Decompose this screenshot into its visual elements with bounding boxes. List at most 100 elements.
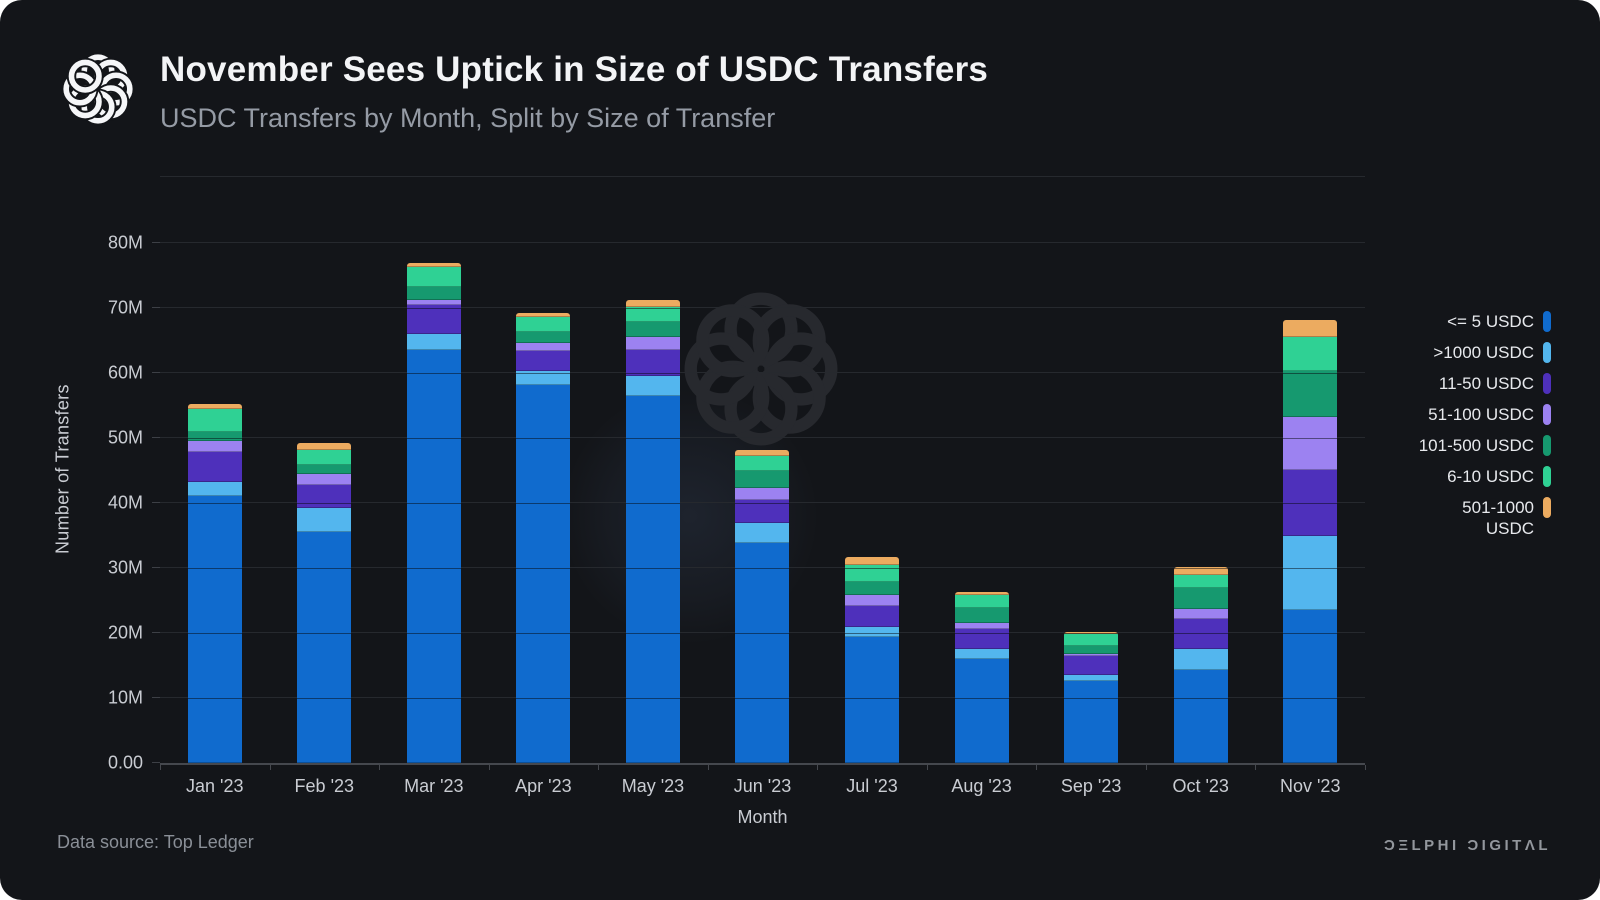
bar-segment-51-100-usdc[interactable] [1283, 417, 1338, 470]
x-tick-label-feb-23: Feb '23 [294, 776, 355, 796]
bar-segment-11-50-usdc[interactable] [187, 452, 242, 483]
bar-segment-11-50-usdc[interactable] [954, 629, 1009, 649]
stacked-bar-jun-23[interactable] [735, 449, 790, 763]
bar-segment-51-100-usdc[interactable] [735, 488, 790, 500]
bar-segment-1000-usdc[interactable] [954, 648, 1009, 659]
bar-segment-51-100-usdc[interactable] [954, 623, 1009, 630]
bar-segment-5-usdc[interactable] [1283, 610, 1338, 763]
bar-segment-6-10-usdc[interactable] [1064, 633, 1119, 647]
bar-segment-51-100-usdc[interactable] [845, 594, 900, 606]
bar-segment-501-1000-usdc[interactable] [297, 442, 352, 451]
bar-segment-1000-usdc[interactable] [735, 523, 790, 544]
bar-segment-1000-usdc[interactable] [845, 627, 900, 637]
stacked-bar-mar-23[interactable] [406, 262, 461, 763]
bar-segment-101-500-usdc[interactable] [1064, 646, 1119, 654]
bar-segment-6-10-usdc[interactable] [406, 267, 461, 287]
bar-segment-1000-usdc[interactable] [516, 371, 571, 385]
stacked-bar-jul-23[interactable] [845, 556, 900, 763]
bar-segment-101-500-usdc[interactable] [406, 286, 461, 301]
bar-segment-51-100-usdc[interactable] [187, 440, 242, 453]
bar-segment-1000-usdc[interactable] [297, 508, 352, 533]
bar-segment-501-1000-usdc[interactable] [845, 556, 900, 565]
bar-segment-5-usdc[interactable] [516, 384, 571, 763]
bar-segment-5-usdc[interactable] [1173, 670, 1228, 763]
bar-segment-5-usdc[interactable] [954, 659, 1009, 763]
bar-segment-51-100-usdc[interactable] [297, 474, 352, 486]
stacked-bar-apr-23[interactable] [516, 312, 571, 763]
bar-segment-101-500-usdc[interactable] [516, 332, 571, 344]
bar-segment-501-1000-usdc[interactable] [187, 404, 242, 409]
bar-segment-51-100-usdc[interactable] [1064, 653, 1119, 657]
bar-segment-5-usdc[interactable] [625, 395, 680, 763]
bar-segment-11-50-usdc[interactable] [406, 305, 461, 334]
stacked-bar-oct-23[interactable] [1173, 567, 1228, 763]
bar-segment-6-10-usdc[interactable] [1173, 575, 1228, 589]
bar-segment-501-1000-usdc[interactable] [1173, 567, 1228, 576]
x-axis-tick [598, 765, 600, 770]
bar-segment-1000-usdc[interactable] [1173, 649, 1228, 671]
bar-segment-51-100-usdc[interactable] [406, 300, 461, 306]
bar-segment-501-1000-usdc[interactable] [516, 312, 571, 318]
stacked-bar-feb-23[interactable] [297, 442, 352, 763]
legend-item-501-1000-usdc[interactable]: 501-1000 USDC [1438, 497, 1551, 539]
bar-segment-1000-usdc[interactable] [625, 376, 680, 396]
bar-segment-51-100-usdc[interactable] [1173, 608, 1228, 619]
x-axis-tick [1145, 765, 1147, 770]
bar-segment-5-usdc[interactable] [1064, 681, 1119, 763]
bar-segment-1000-usdc[interactable] [406, 334, 461, 351]
bar-segment-501-1000-usdc[interactable] [1064, 632, 1119, 634]
stacked-bar-jan-23[interactable] [187, 404, 242, 763]
bar-segment-101-500-usdc[interactable] [845, 582, 900, 595]
bar-segment-101-500-usdc[interactable] [735, 471, 790, 489]
bar-segment-6-10-usdc[interactable] [297, 450, 352, 465]
bar-segment-1000-usdc[interactable] [1283, 536, 1338, 611]
bar-segment-11-50-usdc[interactable] [516, 350, 571, 372]
stacked-bar-aug-23[interactable] [954, 592, 1009, 763]
bar-segment-5-usdc[interactable] [187, 495, 242, 763]
bar-segment-101-500-usdc[interactable] [1283, 371, 1338, 418]
bar-segment-6-10-usdc[interactable] [516, 317, 571, 333]
bar-segment-1000-usdc[interactable] [1064, 675, 1119, 682]
legend-item-51-100-usdc[interactable]: 51-100 USDC [1428, 404, 1551, 425]
bar-segment-5-usdc[interactable] [297, 532, 352, 763]
bar-segment-101-500-usdc[interactable] [297, 464, 352, 475]
legend-item-6-10-usdc[interactable]: 6-10 USDC [1447, 466, 1551, 487]
bar-segment-501-1000-usdc[interactable] [735, 449, 790, 457]
stacked-bar-may-23[interactable] [625, 299, 680, 763]
bar-segment-101-500-usdc[interactable] [187, 431, 242, 441]
bar-segment-11-50-usdc[interactable] [1064, 656, 1119, 676]
legend-item-11-50-usdc[interactable]: 11-50 USDC [1439, 373, 1551, 394]
legend-item-5-usdc[interactable]: <= 5 USDC [1447, 311, 1551, 332]
bar-segment-5-usdc[interactable] [735, 543, 790, 763]
bar-segment-1000-usdc[interactable] [187, 482, 242, 496]
legend-item-1000-usdc[interactable]: >1000 USDC [1433, 342, 1551, 363]
bar-segment-11-50-usdc[interactable] [845, 605, 900, 628]
bar-segment-6-10-usdc[interactable] [625, 306, 680, 323]
legend: <= 5 USDC >1000 USDC 11-50 USDC 51-100 USDC… [1419, 311, 1551, 539]
bar-segment-6-10-usdc[interactable] [1283, 336, 1338, 372]
bar-segment-101-500-usdc[interactable] [954, 608, 1009, 624]
bar-segment-6-10-usdc[interactable] [187, 408, 242, 432]
bar-segment-11-50-usdc[interactable] [297, 485, 352, 509]
stacked-bar-sep-23[interactable] [1064, 632, 1119, 763]
bar-segment-51-100-usdc[interactable] [625, 337, 680, 351]
bar-segment-11-50-usdc[interactable] [1283, 469, 1338, 537]
bar-segment-101-500-usdc[interactable] [625, 322, 680, 338]
bar-segment-101-500-usdc[interactable] [1173, 588, 1228, 609]
legend-item-101-500-usdc[interactable]: 101-500 USDC [1419, 435, 1551, 456]
bar-segment-501-1000-usdc[interactable] [954, 592, 1009, 595]
bar-segment-6-10-usdc[interactable] [845, 564, 900, 583]
bar-segment-11-50-usdc[interactable] [735, 499, 790, 524]
bar-segment-501-1000-usdc[interactable] [406, 262, 461, 268]
bar-segment-501-1000-usdc[interactable] [625, 299, 680, 307]
bar-segment-11-50-usdc[interactable] [1173, 618, 1228, 650]
bar-segment-5-usdc[interactable] [845, 636, 900, 763]
bar-segment-5-usdc[interactable] [406, 350, 461, 763]
bar-segment-11-50-usdc[interactable] [625, 350, 680, 377]
bar-segment-6-10-usdc[interactable] [954, 594, 1009, 609]
bar-segment-51-100-usdc[interactable] [516, 343, 571, 351]
bar-segment-501-1000-usdc[interactable] [1283, 319, 1338, 337]
stacked-bar-nov-23[interactable] [1283, 319, 1338, 763]
bar-segment-6-10-usdc[interactable] [735, 456, 790, 472]
